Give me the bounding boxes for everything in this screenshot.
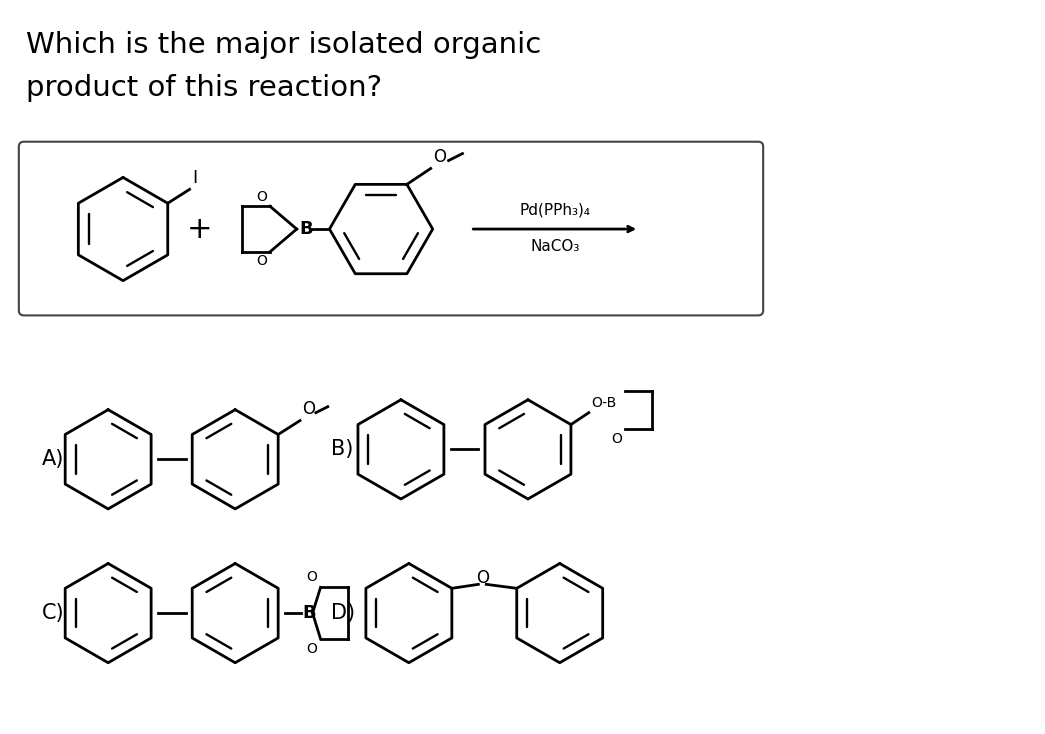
Text: O: O [302,399,315,418]
Text: Pd(PPh₃)₄: Pd(PPh₃)₄ [519,202,590,217]
Text: +: + [187,214,212,244]
Text: product of this reaction?: product of this reaction? [26,74,381,102]
Text: O: O [256,190,266,204]
Text: NaCO₃: NaCO₃ [530,239,579,254]
Text: I: I [192,170,198,187]
Text: Which is the major isolated organic: Which is the major isolated organic [26,31,541,59]
Text: O: O [256,254,266,268]
Text: O: O [611,432,623,446]
Text: D): D) [331,603,355,623]
Text: O: O [306,570,318,584]
Text: A): A) [42,449,64,469]
Text: B: B [300,220,314,238]
Text: O: O [433,148,445,165]
FancyBboxPatch shape [19,142,763,316]
Text: B: B [303,604,317,622]
Text: O-B: O-B [590,396,617,410]
Text: O: O [475,570,489,587]
Text: C): C) [42,603,65,623]
Text: O: O [306,642,318,656]
Text: B): B) [331,440,354,459]
